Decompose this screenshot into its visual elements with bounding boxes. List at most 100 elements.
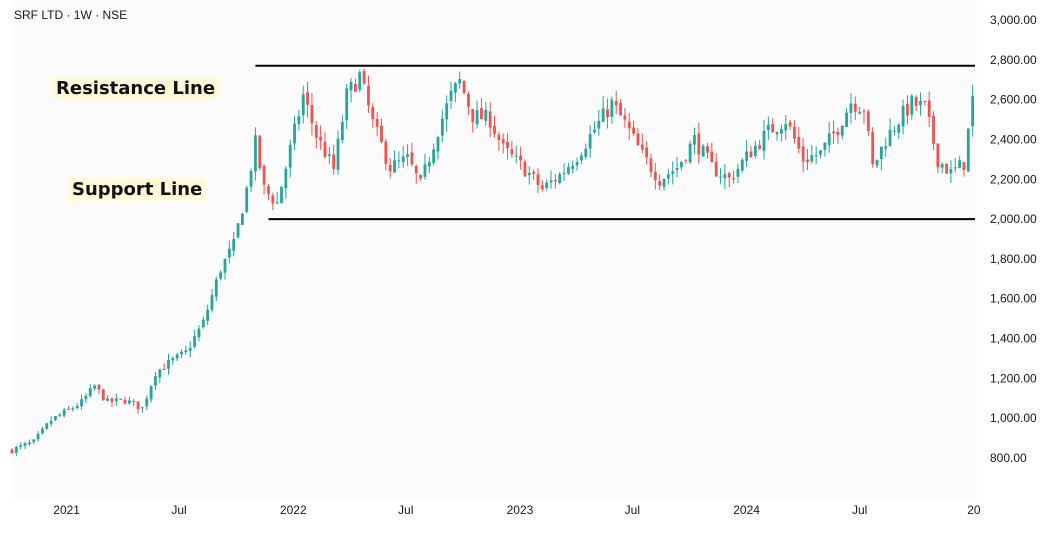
- candle-up: [736, 168, 740, 177]
- candle-up: [349, 82, 353, 91]
- candle-up: [232, 238, 236, 251]
- candle-up: [288, 144, 292, 168]
- candle-down: [923, 100, 927, 102]
- candle-up: [227, 248, 231, 258]
- candle-up: [484, 109, 488, 121]
- candle-up: [745, 151, 749, 161]
- candle-up: [58, 414, 62, 417]
- candle-up: [562, 172, 566, 174]
- y-tick-label: 2,000.00: [990, 212, 1037, 226]
- candle-up: [23, 443, 27, 446]
- candle-down: [832, 131, 835, 134]
- candle-up: [180, 351, 183, 355]
- candle-up: [762, 130, 766, 151]
- candle-up: [401, 156, 405, 163]
- candle-down: [362, 71, 366, 84]
- candle-up: [240, 213, 244, 225]
- candle-up: [54, 416, 57, 420]
- candle-down: [540, 185, 544, 189]
- candle-down: [862, 111, 866, 113]
- candle-down: [136, 401, 140, 410]
- candle-up: [249, 171, 253, 187]
- candle-up: [675, 167, 679, 170]
- candle-up: [453, 83, 457, 93]
- candle-up: [766, 124, 770, 131]
- candle-up: [610, 99, 614, 117]
- candle-up: [210, 295, 214, 310]
- candle-up: [119, 398, 123, 400]
- candle-down: [488, 111, 492, 128]
- candle-down: [714, 161, 718, 177]
- candle-up: [114, 398, 118, 402]
- candle-down: [771, 124, 775, 133]
- candle-down: [632, 127, 635, 134]
- candle-up: [910, 95, 914, 115]
- candle-up: [601, 108, 605, 122]
- candle-up: [940, 164, 944, 168]
- candle-up: [214, 279, 218, 297]
- candle-up: [393, 160, 396, 173]
- candle-up: [671, 171, 675, 174]
- candle-up: [449, 90, 453, 101]
- y-tick-label: 1,600.00: [990, 292, 1037, 306]
- candle-down: [132, 401, 136, 403]
- candle-down: [471, 109, 475, 123]
- candle-down: [927, 100, 931, 117]
- candle-down: [310, 104, 314, 124]
- candle-down: [267, 186, 270, 194]
- candle-up: [949, 169, 953, 174]
- candle-up: [666, 174, 670, 179]
- y-tick-label: 2,200.00: [990, 172, 1037, 186]
- candle-up: [827, 133, 831, 145]
- support-label: Support Line: [68, 178, 207, 201]
- candle-down: [306, 92, 309, 105]
- candle-down: [614, 101, 618, 106]
- candle-down: [532, 171, 536, 174]
- candle-down: [323, 141, 327, 158]
- candle-up: [545, 182, 549, 188]
- candle-down: [658, 181, 662, 186]
- candle-up: [884, 146, 888, 149]
- candle-down: [853, 103, 857, 112]
- candle-up: [588, 134, 592, 149]
- candle-down: [271, 195, 275, 204]
- candle-up: [167, 360, 170, 369]
- candle-up: [888, 129, 892, 146]
- candle-up: [32, 439, 36, 442]
- x-tick-label: 2022: [280, 503, 307, 517]
- candle-up: [566, 167, 570, 174]
- candle-down: [806, 159, 809, 163]
- resistance-label: Resistance Line: [52, 77, 220, 100]
- candle-down: [506, 141, 509, 149]
- candle-up: [575, 161, 579, 166]
- candle-up: [71, 408, 75, 410]
- candle-up: [719, 176, 722, 178]
- candle-up: [840, 126, 844, 136]
- candle-up: [527, 173, 531, 176]
- candle-down: [936, 143, 940, 168]
- y-tick-label: 3,000.00: [990, 13, 1037, 27]
- candle-up: [84, 395, 88, 400]
- candle-down: [836, 131, 840, 136]
- candle-up: [593, 129, 596, 133]
- candle-up: [75, 406, 79, 409]
- candle-up: [336, 138, 340, 170]
- plot-background: [12, 0, 977, 500]
- candle-up: [427, 162, 431, 167]
- candle-down: [645, 147, 649, 158]
- candle-up: [245, 187, 249, 212]
- candle-up: [966, 128, 970, 172]
- candle-up: [549, 180, 553, 183]
- candle-down: [493, 125, 496, 134]
- candle-up: [740, 159, 744, 171]
- candle-down: [801, 146, 805, 162]
- candle-down: [414, 165, 418, 174]
- candle-down: [866, 111, 870, 131]
- x-tick-label: Jul: [398, 503, 413, 517]
- candle-up: [236, 223, 240, 238]
- candle-down: [962, 162, 966, 170]
- candle-up: [188, 347, 192, 351]
- candle-down: [727, 173, 731, 178]
- candle-down: [467, 93, 470, 107]
- candle-up: [701, 146, 705, 157]
